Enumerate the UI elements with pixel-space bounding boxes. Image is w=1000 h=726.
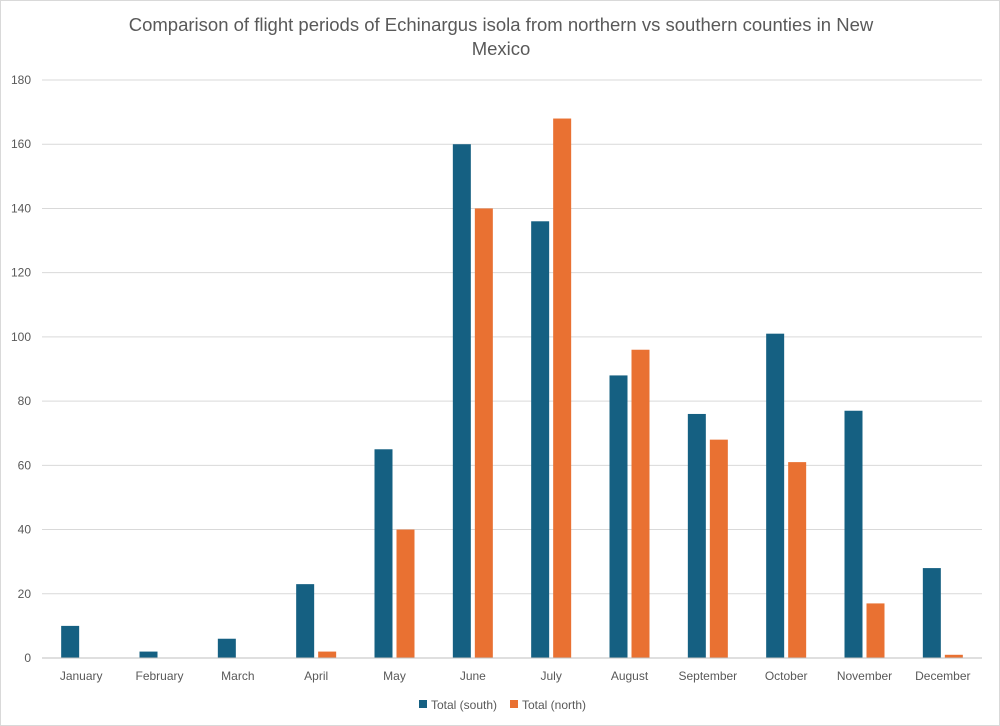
gridlines [42, 79, 982, 595]
x-tick-label: December [915, 669, 970, 683]
x-tick-label: May [383, 669, 406, 683]
bar-south-january [61, 625, 80, 658]
bar-south-may [374, 449, 393, 658]
bar-north-november [866, 603, 885, 658]
bar-south-november [844, 410, 863, 658]
y-tick-label: 140 [11, 201, 31, 215]
bar-north-september [709, 439, 728, 658]
y-tick-label: 20 [18, 587, 32, 601]
x-tick-label: October [765, 669, 808, 683]
bar-south-july [531, 221, 550, 659]
bar-north-may [396, 529, 415, 658]
bar-south-october [766, 333, 785, 658]
bar-south-december [922, 568, 941, 658]
x-tick-label: September [678, 669, 737, 683]
bar-south-april [296, 584, 315, 658]
legend-label-south: Total (south) [431, 698, 497, 712]
x-tick-label: March [221, 669, 254, 683]
x-tick-label: January [60, 669, 103, 683]
bar-south-august [609, 375, 628, 658]
bar-north-august [631, 349, 650, 658]
y-tick-label: 160 [11, 137, 31, 151]
x-tick-label: July [540, 669, 561, 683]
legend-label-north: Total (north) [522, 698, 586, 712]
axes: 0 20 40 60 80 100 120 140 160 180 January February M… [11, 73, 982, 683]
bar-north-april [318, 651, 337, 658]
y-tick-label: 40 [18, 523, 32, 537]
y-tick-label: 0 [24, 651, 31, 665]
bar-north-june [474, 208, 493, 658]
y-tick-label: 180 [11, 73, 31, 87]
bar-south-september [687, 413, 706, 658]
bar-south-march [217, 638, 236, 658]
legend-swatch-south [419, 700, 427, 708]
bar-south-june [452, 144, 471, 658]
legend: Total (south) Total (north) [419, 698, 586, 712]
x-tick-label: August [611, 669, 649, 683]
x-tick-label: April [304, 669, 328, 683]
x-tick-label: November [837, 669, 892, 683]
y-tick-label: 60 [18, 458, 32, 472]
y-tick-label: 100 [11, 330, 31, 344]
legend-swatch-north [510, 700, 518, 708]
bar-north-december [944, 654, 963, 658]
y-tick-label: 80 [18, 394, 32, 408]
x-tick-label: June [460, 669, 486, 683]
bar-north-july [553, 118, 572, 659]
bars [61, 118, 963, 659]
chart-title: Comparison of flight periods of Echinarg… [128, 14, 874, 59]
y-tick-label: 120 [11, 266, 31, 280]
bar-north-october [788, 462, 807, 658]
x-tick-label: February [135, 669, 183, 683]
bar-south-february [139, 651, 158, 658]
